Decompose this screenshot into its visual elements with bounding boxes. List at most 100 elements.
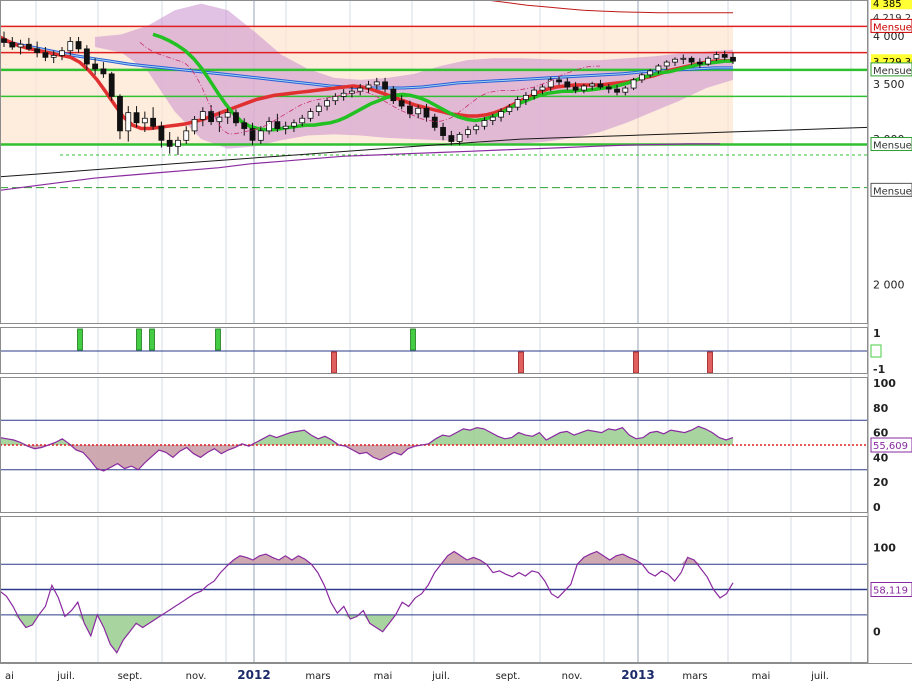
candle bbox=[1, 31, 7, 48]
candle-body bbox=[1, 38, 7, 43]
candle bbox=[67, 37, 74, 56]
candle-body bbox=[117, 96, 123, 132]
candle bbox=[713, 51, 720, 62]
candle-body bbox=[108, 73, 115, 97]
candle-body bbox=[324, 100, 330, 107]
candle bbox=[249, 122, 256, 146]
candle-body bbox=[522, 94, 529, 101]
candle-body bbox=[125, 112, 132, 132]
candle bbox=[556, 75, 562, 85]
candle-body bbox=[696, 61, 703, 65]
candle bbox=[465, 126, 471, 138]
candle bbox=[158, 121, 165, 148]
candle bbox=[59, 47, 65, 61]
candle-body bbox=[216, 116, 223, 123]
long-term-black-average-line bbox=[0, 126, 869, 178]
candle bbox=[100, 62, 107, 78]
buy-signal-bar bbox=[149, 328, 155, 351]
candle bbox=[241, 118, 248, 136]
candle-body bbox=[481, 120, 488, 127]
candle bbox=[547, 76, 554, 92]
candle-body bbox=[42, 52, 49, 58]
candle bbox=[291, 119, 297, 133]
candle-body bbox=[175, 139, 181, 147]
candle bbox=[315, 102, 322, 117]
candle-body bbox=[17, 43, 24, 48]
candle bbox=[539, 83, 546, 95]
x-axis-tick-label: juil. bbox=[810, 671, 829, 682]
candle bbox=[431, 113, 438, 131]
candle bbox=[349, 87, 355, 98]
candle bbox=[266, 117, 272, 135]
candle bbox=[199, 107, 206, 127]
sell-signal-bar bbox=[518, 351, 524, 374]
candle bbox=[440, 122, 446, 141]
candle-body bbox=[266, 121, 272, 132]
candle-body bbox=[580, 85, 587, 91]
buy-signal-bar bbox=[410, 328, 416, 351]
candle-body bbox=[282, 125, 289, 129]
candle-body bbox=[382, 81, 388, 90]
x-axis-tick-label: nov. bbox=[562, 671, 583, 682]
sell-signal-bar bbox=[331, 351, 337, 374]
candle bbox=[141, 111, 148, 133]
signal-tick-label: -1 bbox=[873, 363, 885, 376]
oscillator-line bbox=[0, 425, 734, 472]
candle-body bbox=[456, 133, 463, 142]
candle bbox=[365, 80, 372, 94]
x-axis-tick-label: mai bbox=[752, 671, 771, 682]
x-axis-background bbox=[0, 663, 912, 687]
candle-body bbox=[199, 111, 206, 120]
oscillator-tick-label: 80 bbox=[873, 402, 889, 415]
candle-body bbox=[630, 79, 637, 89]
candle bbox=[332, 93, 339, 105]
price-tick-label: 4 000 bbox=[873, 30, 905, 43]
candle bbox=[324, 97, 330, 111]
candle-body bbox=[572, 86, 579, 91]
candle bbox=[423, 103, 430, 122]
candle bbox=[564, 77, 571, 91]
price-badge: 4 385 bbox=[871, 0, 912, 10]
candle-body bbox=[680, 57, 687, 60]
candle-body bbox=[299, 117, 306, 124]
candle bbox=[680, 54, 687, 65]
candle bbox=[730, 52, 736, 65]
candle-body bbox=[249, 128, 256, 141]
candle bbox=[407, 100, 413, 119]
candle-body bbox=[398, 100, 405, 107]
candle bbox=[50, 50, 57, 64]
candle-body bbox=[332, 96, 339, 102]
candle bbox=[663, 60, 670, 70]
candle-body bbox=[663, 61, 670, 67]
candle-body bbox=[564, 81, 571, 88]
candle-body bbox=[257, 130, 264, 141]
candle-body bbox=[597, 83, 604, 88]
candle-body bbox=[357, 87, 364, 92]
candle bbox=[498, 108, 504, 122]
x-axis-tick-label: ai bbox=[5, 671, 14, 682]
candle-body bbox=[150, 117, 157, 127]
oscillator-tick-label: 60 bbox=[873, 427, 889, 440]
candle bbox=[257, 126, 264, 144]
candle bbox=[117, 94, 123, 140]
oscillator-tick-label: 100 bbox=[873, 541, 896, 554]
candle-body bbox=[100, 68, 107, 75]
candle bbox=[473, 123, 480, 135]
candle bbox=[531, 87, 538, 100]
candle bbox=[580, 83, 587, 94]
buy-signal-bar bbox=[215, 328, 221, 351]
price-badge-box bbox=[870, 137, 912, 152]
candle-body bbox=[431, 116, 438, 128]
long-term-red-average-line bbox=[484, 0, 733, 14]
candle bbox=[183, 126, 190, 144]
x-axis: ai juil. sept. nov. 2012 mars mai juil. sept. nov… bbox=[0, 663, 912, 687]
candle-body bbox=[440, 126, 446, 136]
oscillator-tick-label: 0 bbox=[873, 626, 881, 639]
candle-body bbox=[291, 122, 297, 127]
candle-body bbox=[25, 43, 32, 50]
oscillator-last-box bbox=[870, 437, 912, 453]
candle-body bbox=[605, 86, 612, 90]
candle bbox=[34, 41, 41, 58]
price-badge: Mensuel bbox=[870, 182, 912, 197]
candle bbox=[456, 132, 463, 146]
